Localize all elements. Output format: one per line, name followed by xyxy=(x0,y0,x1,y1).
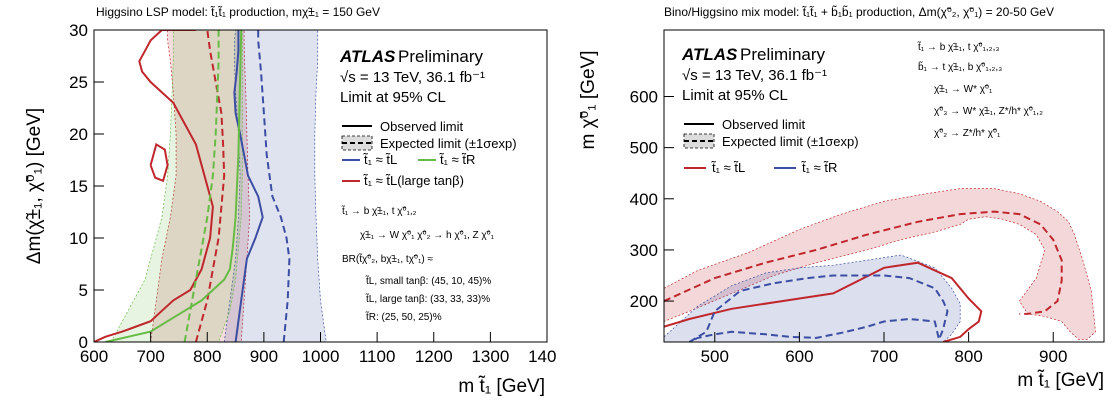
left-y-tick-label: 5 xyxy=(79,281,88,300)
right-expected-tR xyxy=(688,274,949,342)
left-y-tick-label: 10 xyxy=(69,229,88,248)
left-note-1: t̃₁ → b χ̃±₁, t χ̃⁰₁,₂ xyxy=(341,205,417,217)
left-note-3: BR(t̃χ̃⁰₂, bχ̃±₁, tχ̃⁰₁) ≈ xyxy=(342,253,433,265)
left-y-tick-label: 30 xyxy=(69,21,88,40)
right-y-tick-label: 500 xyxy=(630,139,658,158)
right-legend-tR-text: t̃₁ ≈ t̃R xyxy=(801,160,838,175)
right-lines xyxy=(664,210,1063,342)
left-energy-lumi: √s = 13 TeV, 36.1 fb⁻¹ xyxy=(340,69,485,86)
right-y-tick-label: 600 xyxy=(630,87,658,106)
right-note-5: χ̃⁰₂ → Z*/h* χ̃⁰₁ xyxy=(934,128,1001,139)
right-chart: Bino/Higgsino mix model: t̃₁t̃₁ + b̃₁b̃₁… xyxy=(578,4,1105,391)
left-chart: Higgsino LSP model: t̃₁t̃₁ production, m… xyxy=(24,4,556,397)
right-x-tick-label: 700 xyxy=(870,347,898,366)
left-legend-tR-text: t̃₁ ≈ t̃R xyxy=(439,152,476,167)
right-y-axis-title: m χ̃⁰₁ [GeV] xyxy=(578,51,599,150)
right-x-tick-label: 800 xyxy=(954,347,982,366)
left-expected-tL xyxy=(194,30,226,342)
left-y-tick-label: 0 xyxy=(79,333,88,352)
left-observed-tL-island xyxy=(149,142,169,183)
left-observed-tL xyxy=(94,30,214,342)
left-x-tick-label: 700 xyxy=(136,347,164,366)
right-y-tick-label: 200 xyxy=(630,292,658,311)
left-lines xyxy=(94,30,291,342)
right-note-1: t̃₁ → b χ̃±₁, t χ̃⁰₁,₂,₃ xyxy=(917,41,1000,53)
left-band-tL_large xyxy=(110,30,243,342)
right-band-tL xyxy=(664,188,1096,340)
left-expected-tR xyxy=(257,30,291,342)
right-x-tick-label: 600 xyxy=(785,347,813,366)
right-note-2: b̃₁ → t χ̃±₁, b χ̃⁰₁,₂,₃ xyxy=(918,60,1002,73)
left-legend-tL-large-text: t̃₁ ≈ t̃L(large tanβ) xyxy=(363,173,464,188)
right-bands xyxy=(664,188,1096,342)
right-y-tick-label: 400 xyxy=(630,190,658,209)
left-observed-tR xyxy=(233,30,264,342)
left-y-tick-label: 25 xyxy=(69,73,88,92)
right-legend-tL-text: t̃₁ ≈ t̃L xyxy=(711,160,746,175)
left-observed-tL_large xyxy=(105,30,243,342)
right-top-title: Bino/Higgsino mix model: t̃₁t̃₁ + b̃₁b̃₁… xyxy=(664,4,1054,19)
left-preliminary-label: Preliminary xyxy=(398,47,484,66)
right-x-tick-label: 900 xyxy=(1039,347,1067,366)
left-atlas-label: ATLAS xyxy=(339,47,396,66)
right-x-tick-label: 500 xyxy=(701,347,729,366)
left-note-4: t̃L, small tanβ: (45, 10, 45)% xyxy=(365,275,492,287)
left-note-5: t̃L, large tanβ: (33, 33, 33)% xyxy=(365,293,491,305)
right-legend-expected-text: Expected limit (±1σexp) xyxy=(722,134,859,149)
left-y-tick-label: 20 xyxy=(69,125,88,144)
left-top-title: Higgsino LSP model: t̃₁t̃₁ production, m… xyxy=(96,4,380,19)
right-ticks: 500 600 700 800 900 200 300 400 500 600 xyxy=(630,87,1068,366)
right-preliminary-label: Preliminary xyxy=(740,45,826,64)
left-legend-expected-text: Expected limit (±1σexp) xyxy=(380,136,517,151)
right-observed-tL xyxy=(664,261,983,342)
left-note-6: t̃R: (25, 50, 25)% xyxy=(365,311,442,323)
left-x-tick-label: 1200 xyxy=(415,347,453,366)
left-x-tick-label: 900 xyxy=(250,347,278,366)
left-y-tick-label: 15 xyxy=(69,177,88,196)
left-legend-tL-text: t̃₁ ≈ t̃L xyxy=(363,152,398,167)
right-atlas-label: ATLAS xyxy=(681,45,738,64)
right-legend-observed-text: Observed limit xyxy=(722,117,805,132)
left-legend-observed-text: Observed limit xyxy=(380,119,463,134)
left-x-tick-label: 1300 xyxy=(471,347,509,366)
right-cl-text: Limit at 95% CL xyxy=(682,87,788,104)
left-note-2: χ̃±₁ → W χ̃⁰₁ χ̃⁰₂ → h χ̃⁰₁, Z χ̃⁰₁ xyxy=(360,230,495,241)
right-note-3: χ̃±₁ → W* χ̃⁰₁ xyxy=(934,84,993,95)
right-band-tR xyxy=(664,254,961,342)
left-x-tick-label: 800 xyxy=(193,347,221,366)
right-energy-lumi: √s = 13 TeV, 36.1 fb⁻¹ xyxy=(682,67,827,84)
left-band-tR xyxy=(223,30,327,342)
left-x-tick-label: 1100 xyxy=(359,347,396,366)
left-y-axis-title: Δm(χ̃±₁, χ̃⁰₁) [GeV] xyxy=(24,108,45,264)
right-note-4: χ̃⁰₃ → W* χ̃±₁, Z*/h* χ̃⁰₁,₂ xyxy=(934,106,1043,117)
right-expected-tL xyxy=(664,210,1063,315)
left-cl-text: Limit at 95% CL xyxy=(340,89,446,106)
left-x-axis-title: m t̃₁ [GeV] xyxy=(458,375,545,397)
left-x-tick-label: 1000 xyxy=(302,347,340,366)
left-x-tick-label: 600 xyxy=(80,347,108,366)
right-x-axis-title: m t̃₁ [GeV] xyxy=(1017,369,1104,391)
right-y-tick-label: 300 xyxy=(630,241,658,260)
left-expected-tL_large xyxy=(183,30,220,342)
